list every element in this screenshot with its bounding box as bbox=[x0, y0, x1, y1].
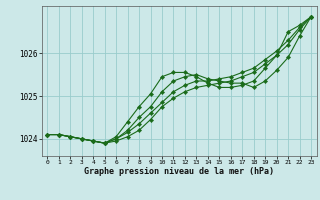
X-axis label: Graphe pression niveau de la mer (hPa): Graphe pression niveau de la mer (hPa) bbox=[84, 167, 274, 176]
